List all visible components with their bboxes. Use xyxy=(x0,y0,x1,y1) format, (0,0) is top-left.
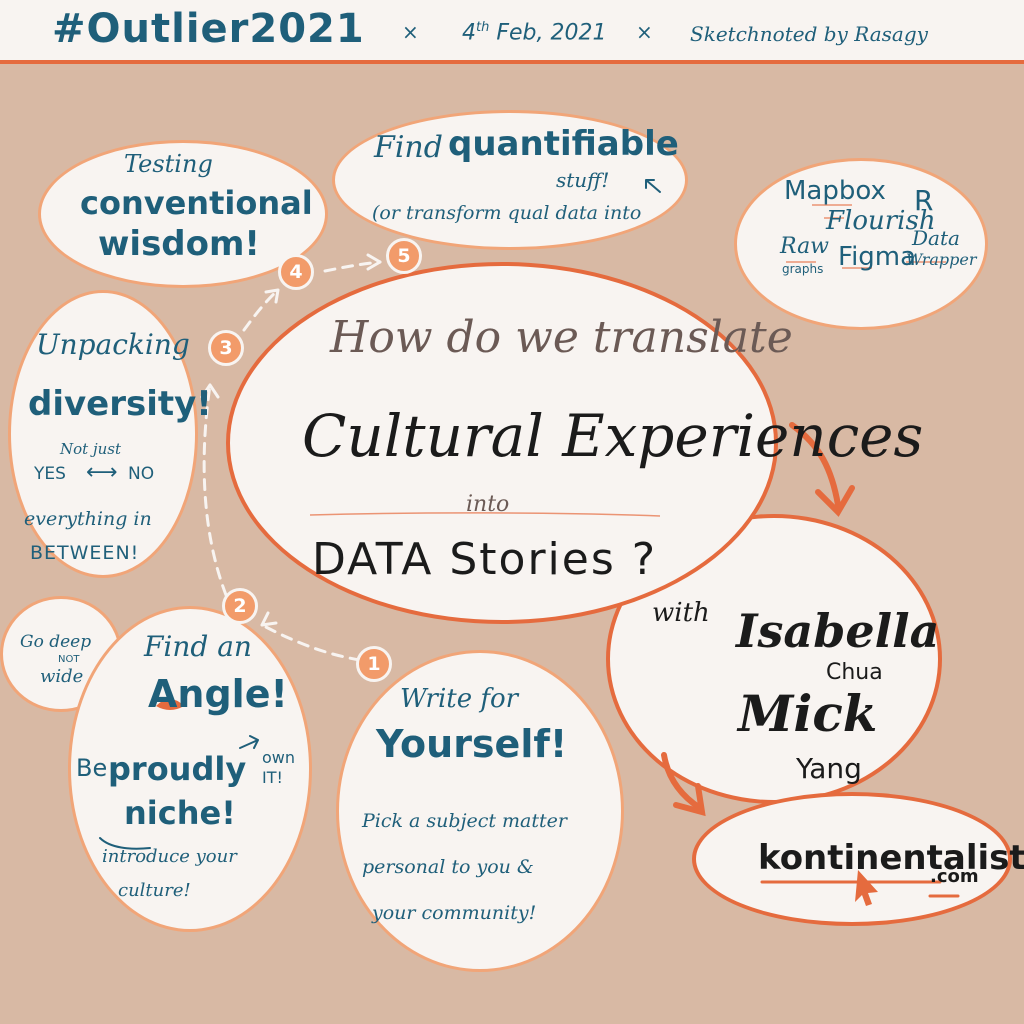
arrow-to-website xyxy=(661,752,703,811)
angle-own: own xyxy=(262,748,296,767)
angle-proudly: proudly xyxy=(108,750,247,788)
diversity-line-5: everything in xyxy=(24,508,152,530)
center-line-4: DATA Stories ? xyxy=(312,534,658,585)
separator: × xyxy=(402,20,419,44)
path-2-to-3 xyxy=(202,383,228,597)
diversity-bubble xyxy=(8,290,198,578)
go-deep-line-1: Go deep xyxy=(20,632,92,652)
center-line-3: into xyxy=(466,492,510,517)
arrow-to-speakers xyxy=(789,422,841,508)
separator: × xyxy=(636,20,653,44)
diversity-line-1: Unpacking xyxy=(36,328,190,361)
quantifiable-line-3: (or transform qual data into xyxy=(372,202,642,224)
sketchnote-credit: Sketchnoted by Rasagy xyxy=(690,22,928,46)
testing-line-1: Testing xyxy=(124,150,213,178)
tool-mapbox: Mapbox xyxy=(784,176,886,206)
yourself-line-2: Yourself! xyxy=(376,722,568,766)
angle-intro-1: introduce your xyxy=(102,846,237,867)
go-deep-line-3: wide xyxy=(40,666,84,687)
website-tld: .com xyxy=(930,866,979,887)
quantifiable-find: Find xyxy=(374,130,443,165)
step-3-badge: 3 xyxy=(208,330,244,366)
center-line-1: How do we translate xyxy=(330,312,793,363)
quantifiable-line-2: stuff! xyxy=(556,168,610,192)
path-4-to-5 xyxy=(323,260,382,273)
tool-data: Data xyxy=(912,226,960,250)
event-date: 4th Feb, 2021 xyxy=(462,20,607,46)
tool-raw-graphs: graphs xyxy=(782,262,824,276)
angle-be: Be xyxy=(76,754,108,782)
diversity-arrow-icon: ⟷ xyxy=(86,460,118,485)
tool-flourish: Flourish xyxy=(826,206,936,236)
diversity-line-3: Not just xyxy=(60,440,121,458)
yourself-line-4: personal to you & xyxy=(362,856,534,878)
angle-line-2: Angle! xyxy=(148,672,288,716)
website-name: kontinentalist xyxy=(758,838,1024,878)
testing-line-3: wisdom! xyxy=(98,224,260,264)
event-hashtag: #Outlier2021 xyxy=(52,6,365,52)
quantifiable-keyword: quantifiable xyxy=(448,124,679,164)
yourself-line-5: your community! xyxy=(372,902,537,924)
speaker-1-first-name: Isabella xyxy=(736,604,940,658)
angle-niche: niche! xyxy=(124,794,236,832)
yourself-bubble xyxy=(336,650,624,972)
path-3-to-4 xyxy=(242,288,280,332)
yourself-line-1: Write for xyxy=(400,684,519,714)
center-line-2: Cultural Experiences xyxy=(302,402,924,470)
go-deep-line-2: NOT xyxy=(58,654,80,665)
speaker-1-last-name: Chua xyxy=(826,660,883,685)
website-bubble xyxy=(692,792,1012,926)
tool-figma: Figma xyxy=(838,242,917,272)
angle-it: IT! xyxy=(262,768,283,787)
central-question-bubble xyxy=(226,262,778,624)
speaker-2-last-name: Yang xyxy=(796,752,862,785)
step-5-badge: 5 xyxy=(386,238,422,274)
diversity-line-6: BETWEEN! xyxy=(30,542,140,564)
tools-bubble xyxy=(734,158,988,330)
yourself-line-3: Pick a subject matter xyxy=(362,810,567,832)
angle-line-1: Find an xyxy=(144,630,252,663)
tool-r: R xyxy=(914,184,934,217)
header-bar: #Outlier2021 × 4th Feb, 2021 × Sketchnot… xyxy=(0,0,1024,64)
angle-intro-2: culture! xyxy=(118,880,191,901)
tool-raw: Raw xyxy=(780,234,830,259)
step-2-badge: 2 xyxy=(222,588,258,624)
cursor-icon xyxy=(855,870,878,906)
quantifiable-bubble xyxy=(332,110,688,250)
eye-accent-icon xyxy=(156,699,184,710)
diversity-no: NO xyxy=(128,464,155,484)
step-1-badge: 1 xyxy=(356,646,392,682)
tool-wrapper: Wrapper xyxy=(906,250,977,269)
testing-line-2: conventional xyxy=(80,184,313,222)
speakers-with: with xyxy=(652,598,710,628)
speaker-2-first-name: Mick xyxy=(738,684,878,743)
step-4-badge: 4 xyxy=(278,254,314,290)
angle-bubble xyxy=(68,606,312,932)
diversity-yes: YES xyxy=(34,464,66,484)
path-1-to-2 xyxy=(260,623,362,662)
diversity-line-2: diversity! xyxy=(28,384,212,424)
